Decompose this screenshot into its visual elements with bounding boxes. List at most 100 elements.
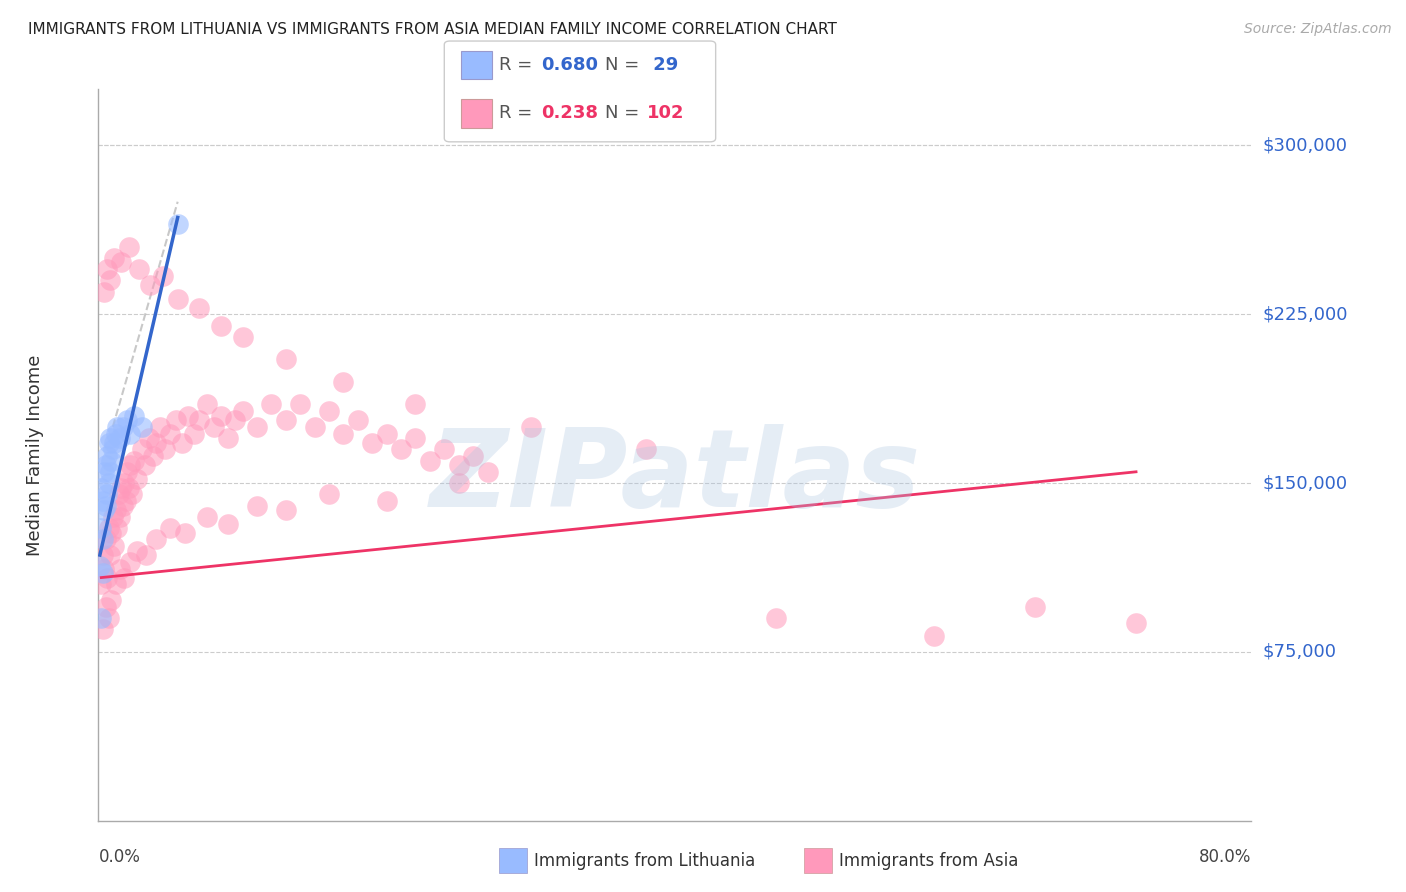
Point: [97, 476, 120, 491]
Text: 0.0%: 0.0%: [98, 848, 141, 866]
Point: [375, 426, 398, 441]
Point: [765, 611, 787, 625]
Text: N =: N =: [605, 104, 644, 122]
Point: [104, 577, 127, 591]
Point: [120, 555, 142, 569]
Point: [96, 449, 118, 463]
Point: [165, 413, 187, 427]
Point: [110, 481, 132, 495]
Point: [103, 539, 125, 553]
Point: [91, 494, 114, 508]
Point: [274, 352, 297, 367]
Point: [94, 599, 117, 614]
Point: [120, 458, 142, 472]
Point: [304, 419, 326, 434]
Point: [96, 262, 118, 277]
Point: [103, 251, 125, 265]
Point: [118, 240, 141, 254]
Point: [98, 465, 121, 479]
Point: [246, 419, 269, 434]
Point: [105, 521, 128, 535]
Point: [100, 453, 122, 467]
Point: [636, 442, 658, 457]
Point: [260, 397, 283, 411]
Point: [461, 449, 484, 463]
Point: [246, 499, 269, 513]
Point: [145, 435, 167, 450]
Point: [188, 413, 211, 427]
Point: [375, 494, 398, 508]
Point: [1125, 615, 1147, 630]
Point: [145, 533, 167, 547]
Text: $225,000: $225,000: [1263, 305, 1348, 323]
Point: [100, 593, 122, 607]
Point: [98, 273, 121, 287]
Point: [1024, 599, 1046, 614]
Point: [188, 301, 211, 315]
Point: [138, 431, 160, 445]
Point: [274, 413, 297, 427]
Point: [97, 521, 120, 535]
Point: [177, 409, 200, 423]
Text: R =: R =: [499, 104, 538, 122]
Point: [97, 435, 120, 450]
Point: [131, 442, 153, 457]
Point: [346, 413, 368, 427]
Point: [97, 611, 120, 625]
Point: [93, 285, 115, 299]
Point: [104, 426, 127, 441]
Point: [447, 458, 470, 472]
Point: [98, 548, 121, 562]
Point: [91, 548, 114, 562]
Point: [389, 442, 412, 457]
Point: [159, 426, 181, 441]
Point: [195, 509, 218, 524]
Point: [91, 623, 114, 637]
Point: [127, 543, 149, 558]
Point: [361, 435, 384, 450]
Text: $300,000: $300,000: [1263, 136, 1347, 154]
Point: [318, 487, 340, 501]
Point: [139, 278, 162, 293]
Text: Immigrants from Asia: Immigrants from Asia: [839, 852, 1019, 870]
Point: [520, 419, 543, 434]
Point: [90, 521, 112, 535]
Point: [127, 471, 149, 485]
Point: [217, 516, 239, 531]
Point: [142, 449, 165, 463]
Point: [224, 413, 246, 427]
Point: [93, 503, 115, 517]
Text: R =: R =: [499, 56, 538, 74]
Point: [107, 487, 129, 501]
Point: [419, 453, 441, 467]
Point: [124, 409, 146, 423]
Point: [89, 559, 111, 574]
Point: [274, 503, 297, 517]
Text: Median Family Income: Median Family Income: [25, 354, 44, 556]
Point: [433, 442, 456, 457]
Point: [447, 476, 470, 491]
Point: [101, 509, 124, 524]
Point: [170, 435, 193, 450]
Point: [94, 499, 117, 513]
Point: [90, 481, 112, 495]
Point: [91, 566, 114, 580]
Point: [120, 426, 142, 441]
Text: ZIPatlas: ZIPatlas: [429, 424, 921, 530]
Point: [922, 629, 945, 643]
Point: [405, 431, 427, 445]
Point: [183, 426, 205, 441]
Point: [110, 255, 132, 269]
Point: [124, 453, 146, 467]
Text: IMMIGRANTS FROM LITHUANIA VS IMMIGRANTS FROM ASIA MEDIAN FAMILY INCOME CORRELATI: IMMIGRANTS FROM LITHUANIA VS IMMIGRANTS …: [28, 22, 837, 37]
Point: [114, 494, 136, 508]
Point: [96, 571, 118, 585]
Point: [231, 330, 254, 344]
Point: [100, 525, 122, 540]
Point: [166, 217, 188, 231]
Point: [134, 458, 156, 472]
Point: [332, 375, 354, 389]
Point: [108, 431, 131, 445]
Point: [153, 442, 176, 457]
Point: [217, 431, 239, 445]
